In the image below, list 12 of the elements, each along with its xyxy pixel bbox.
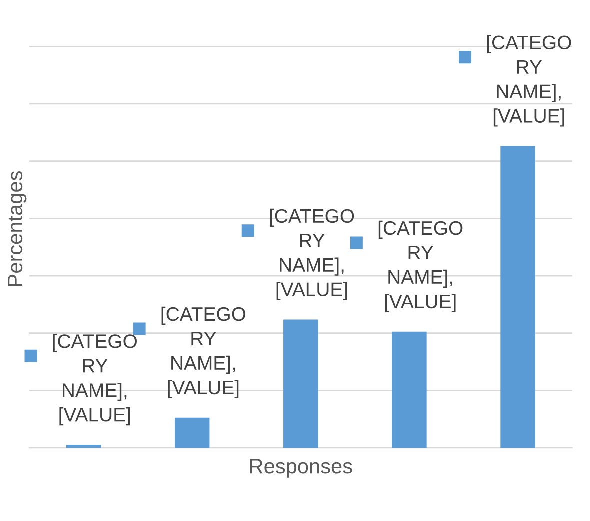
bar [284, 320, 318, 448]
text: [CATEGO RY NAME], [VALUE] [162, 306, 246, 398]
bar [392, 332, 427, 448]
text: [CATEGO RY NAME], [VALUE] [270, 208, 354, 300]
bar [174, 418, 210, 448]
bar [66, 445, 102, 448]
text: [CATEGO RY NAME], [VALUE] [53, 334, 137, 426]
y-axis-title: Percentages [8, 172, 27, 286]
text: [CATEGO RY NAME], [VALUE] [487, 35, 572, 127]
text: [CATEGO RY NAME], [VALUE] [378, 220, 463, 312]
x-axis-title: Responses [250, 459, 352, 478]
bar [500, 146, 536, 448]
